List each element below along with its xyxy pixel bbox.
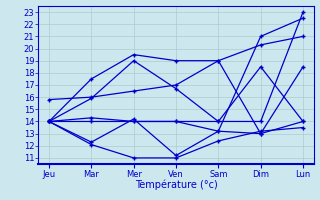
X-axis label: Température (°c): Température (°c) xyxy=(135,180,217,190)
